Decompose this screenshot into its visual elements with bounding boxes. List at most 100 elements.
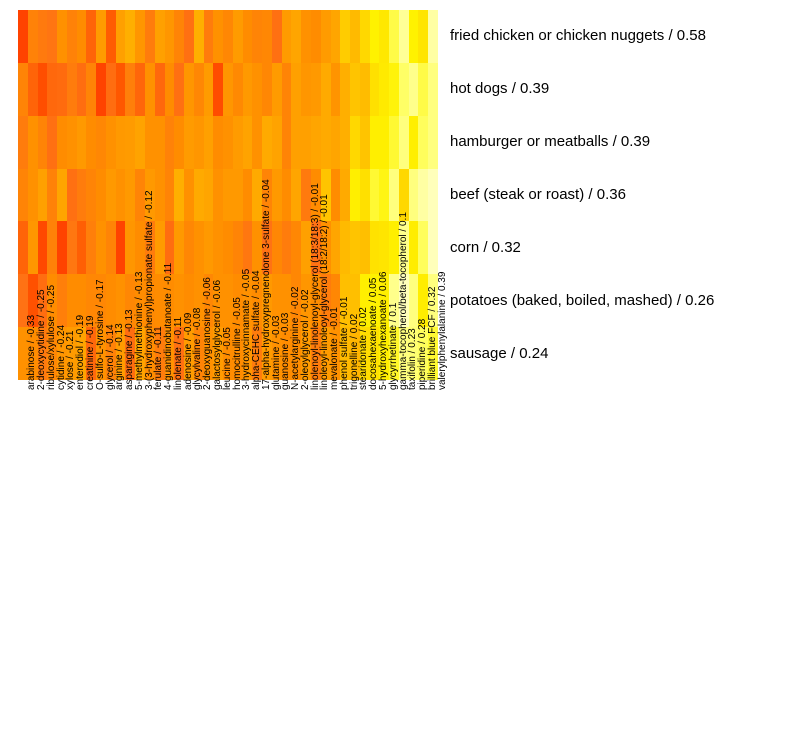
heatmap-cell (340, 116, 350, 169)
heatmap-cell (252, 63, 262, 116)
heatmap-cell (370, 116, 380, 169)
row-label: fried chicken or chicken nuggets / 0.58 (450, 27, 706, 44)
heatmap-cell (145, 10, 155, 63)
heatmap-cell (223, 116, 233, 169)
heatmap-cell (67, 116, 77, 169)
heatmap-cell (291, 116, 301, 169)
heatmap-cell (116, 10, 126, 63)
heatmap-cell (106, 169, 116, 222)
heatmap-cell (418, 63, 428, 116)
heatmap-cell (399, 116, 409, 169)
heatmap-cell (262, 116, 272, 169)
heatmap-cell (340, 10, 350, 63)
heatmap-cell (291, 63, 301, 116)
heatmap-cell (233, 169, 243, 222)
row-label: hot dogs / 0.39 (450, 80, 549, 97)
heatmap-cell (125, 169, 135, 222)
heatmap-cell (165, 169, 175, 222)
heatmap-cell (77, 221, 87, 274)
heatmap-cell (194, 169, 204, 222)
heatmap-cell (233, 221, 243, 274)
heatmap-cell (321, 10, 331, 63)
heatmap-cell (379, 116, 389, 169)
heatmap-cell (67, 221, 77, 274)
heatmap-cell (331, 116, 341, 169)
heatmap-cell (106, 63, 116, 116)
heatmap-cell (213, 116, 223, 169)
heatmap-cell (155, 116, 165, 169)
heatmap-cell (38, 63, 48, 116)
heatmap-cell (125, 63, 135, 116)
heatmap-cell (282, 221, 292, 274)
heatmap-cell (145, 63, 155, 116)
heatmap-cell (106, 10, 116, 63)
heatmap-cell (204, 116, 214, 169)
heatmap-cell (331, 221, 341, 274)
heatmap-cell (116, 63, 126, 116)
heatmap-cell (350, 221, 360, 274)
heatmap-cell (184, 10, 194, 63)
heatmap-cell (340, 221, 350, 274)
heatmap-cell (282, 116, 292, 169)
heatmap-cell (174, 63, 184, 116)
heatmap-cell (116, 221, 126, 274)
heatmap-cell (418, 116, 428, 169)
heatmap-cell (233, 116, 243, 169)
heatmap-cell (311, 116, 321, 169)
heatmap-cell (389, 116, 399, 169)
heatmap-cell (86, 63, 96, 116)
heatmap-cell (331, 63, 341, 116)
heatmap-cell (57, 274, 67, 327)
heatmap-cell (360, 116, 370, 169)
heatmap-cell (379, 169, 389, 222)
heatmap-cell (28, 221, 38, 274)
heatmap-cell (428, 169, 438, 222)
heatmap-cell (428, 221, 438, 274)
heatmap-cell (125, 221, 135, 274)
heatmap-cell (233, 10, 243, 63)
heatmap-cell (155, 63, 165, 116)
heatmap-cell (194, 10, 204, 63)
heatmap-cell (184, 116, 194, 169)
heatmap-cell (311, 63, 321, 116)
heatmap-cell (272, 169, 282, 222)
heatmap-cell (67, 63, 77, 116)
heatmap-cell (47, 116, 57, 169)
heatmap-cell (223, 169, 233, 222)
heatmap-cell (28, 116, 38, 169)
heatmap-cell (194, 116, 204, 169)
heatmap-cell (57, 63, 67, 116)
heatmap-cell (213, 63, 223, 116)
heatmap-cell (409, 169, 419, 222)
heatmap-cell (321, 116, 331, 169)
heatmap-cell (116, 169, 126, 222)
heatmap-cell (135, 63, 145, 116)
heatmap-cell (125, 10, 135, 63)
heatmap-cell (135, 10, 145, 63)
heatmap-cell (243, 63, 253, 116)
heatmap-cell (57, 10, 67, 63)
heatmap-cell (57, 169, 67, 222)
heatmap-cell (204, 63, 214, 116)
heatmap-cell (282, 63, 292, 116)
heatmap-cell (262, 10, 272, 63)
heatmap-cell (86, 116, 96, 169)
heatmap-cell (86, 10, 96, 63)
heatmap-cell (243, 116, 253, 169)
heatmap-cell (272, 63, 282, 116)
heatmap-cell (38, 221, 48, 274)
heatmap-cell (28, 63, 38, 116)
heatmap-cell (409, 63, 419, 116)
heatmap-cell (252, 116, 262, 169)
heatmap-cell (77, 169, 87, 222)
heatmap-cell (243, 10, 253, 63)
heatmap-cell (174, 221, 184, 274)
heatmap-cell (47, 169, 57, 222)
heatmap-cell (106, 274, 116, 327)
heatmap-cell (47, 10, 57, 63)
heatmap-cell (28, 10, 38, 63)
heatmap-cell (301, 63, 311, 116)
heatmap-cell (125, 116, 135, 169)
heatmap-cell (233, 63, 243, 116)
heatmap-cell (291, 169, 301, 222)
